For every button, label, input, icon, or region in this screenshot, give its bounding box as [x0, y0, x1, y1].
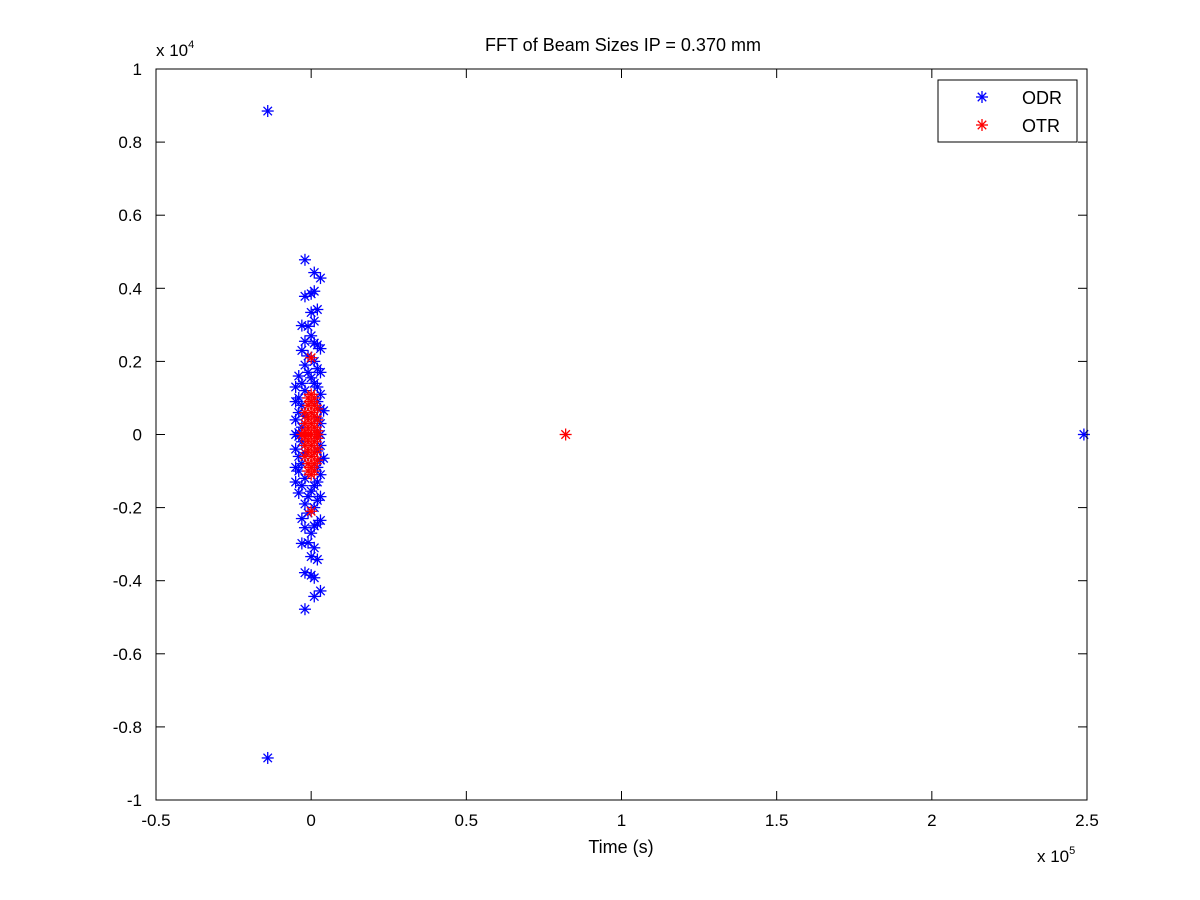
- x-tick-label: 2: [927, 811, 936, 830]
- y-tick-label: -0.8: [113, 718, 142, 737]
- legend-marker-otr: [976, 119, 988, 131]
- x-multiplier-exponent: 5: [1069, 845, 1075, 857]
- data-point: [308, 479, 321, 492]
- x-multiplier-base: x 10: [1037, 847, 1069, 866]
- data-point: [308, 571, 321, 584]
- y-tick-label: -0.6: [113, 645, 142, 664]
- data-point: [559, 428, 572, 441]
- data-point: [305, 550, 318, 563]
- data-point: [308, 315, 321, 328]
- data-point: [305, 306, 318, 319]
- data-point: [317, 404, 330, 417]
- data-point: [298, 521, 311, 534]
- data-point: [305, 505, 318, 518]
- data-point: [298, 253, 311, 266]
- x-tick-label: 1: [617, 811, 626, 830]
- legend: ODR OTR: [937, 79, 1078, 143]
- chart-title: FFT of Beam Sizes IP = 0.370 mm: [485, 35, 761, 55]
- data-point: [289, 461, 302, 474]
- y-tick-label: 1: [133, 60, 142, 79]
- data-point: [289, 380, 302, 393]
- legend-marker-glyph: [976, 119, 988, 131]
- y-tick-label: 0.4: [118, 279, 142, 298]
- data-point: [302, 536, 315, 549]
- legend-box: [937, 79, 1078, 143]
- y-tick-label: 0: [133, 426, 142, 445]
- y-tick-label: 0.6: [118, 206, 142, 225]
- data-point: [302, 490, 315, 503]
- data-point: [289, 476, 302, 489]
- data-point: [261, 751, 274, 764]
- data-point: [308, 541, 321, 554]
- x-axis-multiplier: x 105: [1037, 845, 1075, 866]
- data-point: [302, 320, 315, 333]
- x-tick-label: 1.5: [765, 811, 789, 830]
- x-tick-label: -0.5: [141, 811, 170, 830]
- x-axis-label: Time (s): [588, 837, 653, 857]
- x-tick-label: 0: [306, 811, 315, 830]
- data-point: [295, 537, 308, 550]
- data-point: [308, 285, 321, 298]
- data-point: [289, 395, 302, 408]
- x-tick-label: 0.5: [455, 811, 479, 830]
- y-tick-label: -1: [127, 791, 142, 810]
- data-point: [317, 452, 330, 465]
- legend-label-odr: ODR: [1022, 88, 1062, 108]
- data-point: [305, 351, 318, 364]
- data-point: [298, 603, 311, 616]
- data-point: [292, 370, 305, 383]
- data-point: [289, 413, 302, 426]
- data-point: [1077, 428, 1090, 441]
- data-point: [314, 366, 327, 379]
- legend-marker-odr: [976, 91, 988, 103]
- y-tick-label: -0.2: [113, 499, 142, 518]
- data-point: [308, 519, 321, 532]
- legend-marker-glyph: [976, 91, 988, 103]
- data-point: [314, 584, 327, 597]
- data-point: [308, 337, 321, 350]
- data-point: [261, 105, 274, 118]
- data-point: [295, 319, 308, 332]
- data-point: [295, 344, 308, 357]
- x-tick-label: 2.5: [1075, 811, 1099, 830]
- data-point: [302, 428, 315, 441]
- data-point: [308, 377, 321, 390]
- y-tick-label: 0.2: [118, 352, 142, 371]
- data-point: [314, 272, 327, 285]
- data-point: [314, 490, 327, 503]
- data-point: [298, 335, 311, 348]
- y-tick-label: -0.4: [113, 572, 142, 591]
- data-point: [289, 443, 302, 456]
- data-point: [302, 366, 315, 379]
- series-otr: [295, 351, 572, 518]
- axis-ticks: [155, 68, 1088, 801]
- plot-border: [155, 68, 1088, 801]
- data-markers: [261, 105, 1090, 764]
- axis-tick-labels: -0.5 0 0.5 1 1.5 2 2.5 -1 -0.8 -0.6 -0.4 -0.2 0 0.2 0.…: [113, 60, 1099, 830]
- legend-label-otr: OTR: [1022, 116, 1060, 136]
- y-multiplier-base: x 10: [156, 41, 188, 60]
- y-tick-label: 0.8: [118, 133, 142, 152]
- y-multiplier-exponent: 4: [188, 39, 194, 51]
- y-axis-multiplier: x 104: [156, 39, 194, 60]
